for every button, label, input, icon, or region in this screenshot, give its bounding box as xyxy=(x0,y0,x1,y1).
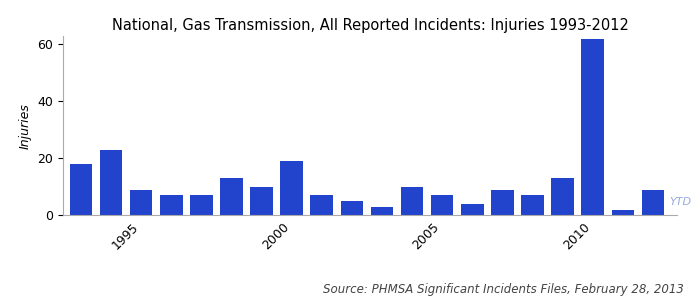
Bar xyxy=(100,150,122,215)
Bar xyxy=(190,195,213,215)
Text: YTD: YTD xyxy=(669,197,692,208)
Bar xyxy=(251,187,273,215)
Bar xyxy=(371,207,393,215)
Bar xyxy=(581,39,604,215)
Title: National, Gas Transmission, All Reported Incidents: Injuries 1993-2012: National, Gas Transmission, All Reported… xyxy=(112,18,628,33)
Bar xyxy=(551,178,574,215)
Text: Source: PHMSA Significant Incidents Files, February 28, 2013: Source: PHMSA Significant Incidents File… xyxy=(323,283,684,296)
Bar xyxy=(521,195,544,215)
Bar xyxy=(160,195,182,215)
Bar xyxy=(220,178,243,215)
Bar xyxy=(70,164,92,215)
Bar xyxy=(611,210,634,215)
Y-axis label: Injuries: Injuries xyxy=(19,103,31,149)
Bar xyxy=(311,195,333,215)
Bar xyxy=(641,190,664,215)
Bar xyxy=(461,204,484,215)
Bar xyxy=(341,201,363,215)
Bar xyxy=(401,187,424,215)
Bar xyxy=(281,161,303,215)
Bar xyxy=(431,195,454,215)
Bar xyxy=(130,190,152,215)
Bar xyxy=(491,190,514,215)
